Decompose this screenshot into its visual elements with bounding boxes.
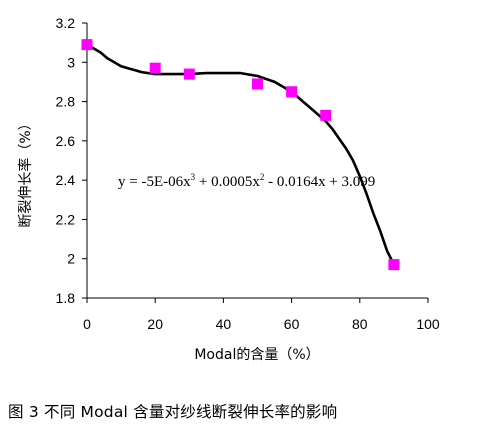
data-point (149, 62, 161, 74)
y-tick-label: 3 (67, 54, 75, 70)
data-point (286, 86, 298, 98)
trendline-group (85, 43, 396, 266)
y-tick-label: 2.2 (56, 211, 76, 227)
x-tick-label: 60 (284, 316, 300, 332)
trendline (85, 43, 396, 266)
y-tick-label: 3.2 (56, 15, 76, 31)
y-tick-label: 2.6 (56, 133, 76, 149)
data-point (252, 78, 263, 90)
y-tick-label: 2 (67, 251, 75, 267)
data-point (81, 39, 93, 51)
chart-axes (86, 23, 428, 299)
x-tick-label: 20 (147, 316, 163, 332)
y-tick-label: 1.8 (56, 290, 76, 306)
data-point (183, 68, 195, 80)
trendline-equation: y = -5E-06x3 + 0.0005x2 - 0.0164x + 3.09… (118, 172, 375, 190)
chart-ticks: 1.8 2 2.2 2.4 2.6 2.8 3 3.2 0 20 40 60 80 100 (56, 15, 440, 332)
y-tick-label: 2.4 (56, 172, 76, 188)
x-tick-label: 80 (352, 316, 368, 332)
y-tick-label: 2.8 (56, 94, 76, 110)
data-point (388, 259, 400, 271)
x-tick-label: 0 (83, 316, 91, 332)
x-tick-label: 100 (416, 316, 440, 332)
y-axis-title: 断裂伸长率（%） (17, 116, 34, 227)
figure-caption: 图 3 不同 Modal 含量对纱线断裂伸长率的影响 (8, 403, 338, 421)
x-tick-label: 40 (216, 316, 232, 332)
data-point (320, 109, 332, 121)
data-points (81, 39, 400, 271)
x-axis-title: Modal的含量（%） (194, 347, 319, 363)
